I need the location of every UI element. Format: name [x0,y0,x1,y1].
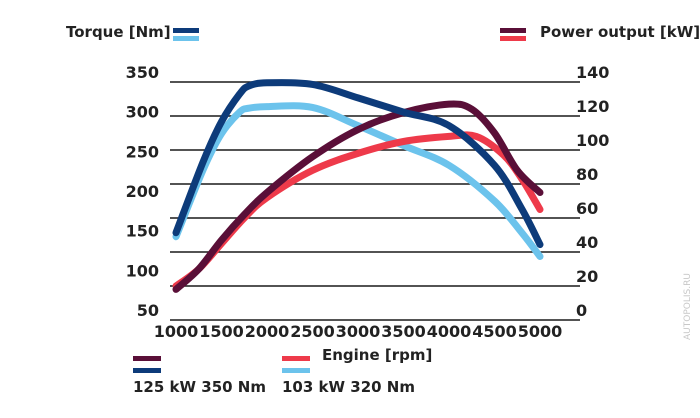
series-line-2 [172,100,544,293]
y-right-tick-label: 0 [576,301,587,320]
x-tick-label: 2000 [245,322,290,341]
torque-axis-label: Torque [Nm] [66,23,171,41]
legend-swatch-125kw-power [133,356,161,361]
y-left-tick-label: 200 [126,182,159,201]
y-left-tick-label: 300 [126,103,159,122]
series-line-1 [172,102,544,260]
y-right-tick-label: 40 [576,233,598,252]
legend-swatch-125kw-torque [133,368,161,373]
legend-swatch-torque-light [173,36,199,41]
legend-swatch-103kw-power [282,356,310,361]
legend-swatch-power-dark [500,28,526,33]
y-left-axis-ticks: 50 100 150 200 250 300 350 [126,63,159,320]
x-tick-label: 5000 [518,322,563,341]
x-tick-label: 2500 [290,322,335,341]
legend-swatch-power-red [500,36,526,41]
x-tick-label: 4000 [427,322,472,341]
x-tick-label: 4500 [472,322,517,341]
y-right-axis-ticks: 0 20 40 60 80 100 120 140 [576,63,609,320]
legend-swatch-103kw-torque [282,368,310,373]
x-tick-label: 3500 [381,322,426,341]
power-axis-label: Power output [kW] [540,23,700,41]
x-tick-label: 3000 [336,322,381,341]
y-right-tick-label: 140 [576,63,609,82]
y-right-tick-label: 80 [576,165,598,184]
y-right-tick-label: 100 [576,131,609,150]
y-left-tick-label: 350 [126,63,159,82]
y-right-tick-label: 20 [576,267,598,286]
legend-label-103kw: 103 kW 320 Nm [282,378,415,396]
series-line-0 [172,79,544,249]
y-left-tick-label: 100 [126,261,159,280]
x-axis-ticks: 1000 1500 2000 2500 3000 3500 4000 4500 5000 [154,322,563,341]
x-axis-label: Engine [rpm] [322,346,432,364]
y-right-tick-label: 60 [576,199,598,218]
legend-swatch-torque-dark [173,28,199,33]
y-left-tick-label: 150 [126,222,159,241]
legend-label-125kw: 125 kW 350 Nm [133,378,266,396]
x-tick-label: 1000 [154,322,199,341]
y-right-tick-label: 120 [576,97,609,116]
series-curves [172,79,544,293]
y-left-tick-label: 50 [137,301,159,320]
watermark: AUTOPOLIS.RU [683,273,693,340]
y-left-tick-label: 250 [126,142,159,161]
x-tick-label: 1500 [199,322,244,341]
